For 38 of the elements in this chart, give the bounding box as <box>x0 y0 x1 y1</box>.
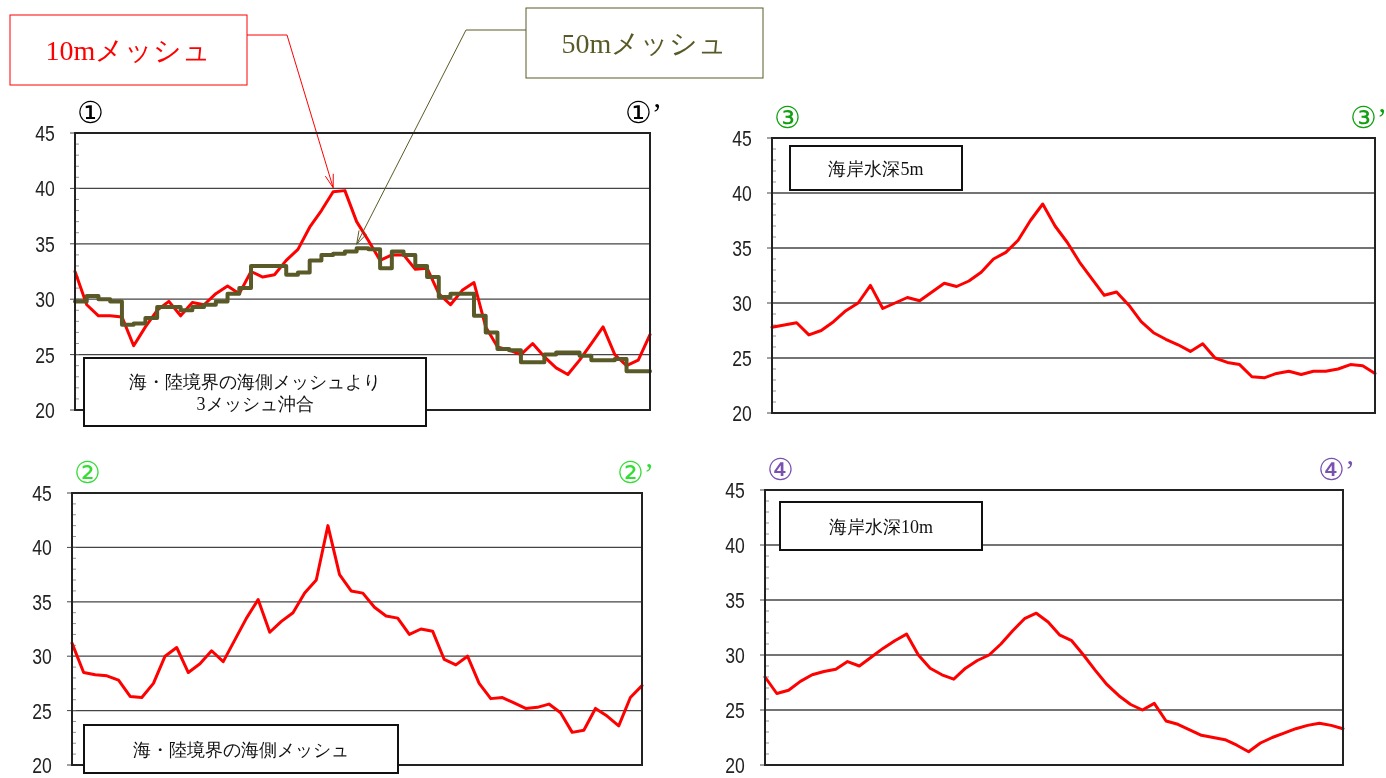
text: ④’ <box>1318 453 1355 486</box>
y-tick-label: 45 <box>32 481 52 506</box>
text: 10mメッシュ <box>45 35 212 66</box>
text: ③ <box>774 101 801 134</box>
text: ①’ <box>625 96 662 129</box>
text: ① <box>77 96 104 129</box>
y-tick-label: 30 <box>725 643 745 668</box>
y-tick-label: 25 <box>35 342 55 368</box>
y-tick-label: 40 <box>725 533 745 558</box>
annotation: 海岸水深5m <box>828 159 924 179</box>
y-tick-label: 35 <box>725 588 745 613</box>
y-tick-label: 20 <box>32 753 52 778</box>
y-tick-label: 20 <box>35 398 55 423</box>
y-tick-label: 40 <box>35 176 55 201</box>
y-tick-label: 35 <box>32 589 52 615</box>
y-tick-label: 35 <box>732 236 752 261</box>
text: 50mメッシュ <box>561 28 728 59</box>
y-tick-label: 45 <box>725 478 745 503</box>
annotation: 海・陸境界の海側メッシュ <box>133 740 349 760</box>
y-tick-label: 45 <box>35 121 55 146</box>
text: ②’ <box>617 456 654 489</box>
y-tick-label: 25 <box>32 698 52 724</box>
y-tick-label: 35 <box>35 231 55 257</box>
y-tick-label: 20 <box>732 401 752 426</box>
y-tick-label: 40 <box>32 535 52 560</box>
y-tick-label: 40 <box>732 181 752 206</box>
text: ② <box>74 456 101 489</box>
y-tick-label: 30 <box>35 287 55 312</box>
y-tick-label: 25 <box>732 346 752 371</box>
annotation: 海岸水深10m <box>828 517 934 537</box>
text: ④ <box>767 453 794 486</box>
y-tick-label: 30 <box>732 291 752 316</box>
y-tick-label: 20 <box>725 753 745 778</box>
text: ③’ <box>1350 101 1386 134</box>
y-tick-label: 45 <box>732 126 752 151</box>
annotation: 海・陸境界の海側メッシュより 3メッシュ沖合 <box>129 372 381 414</box>
y-tick-label: 25 <box>725 698 745 723</box>
y-tick-label: 30 <box>32 644 52 669</box>
